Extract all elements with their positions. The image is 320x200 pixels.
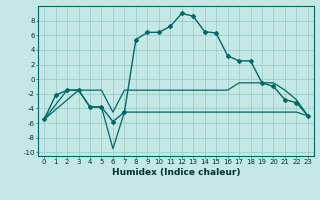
X-axis label: Humidex (Indice chaleur): Humidex (Indice chaleur) [112, 168, 240, 177]
